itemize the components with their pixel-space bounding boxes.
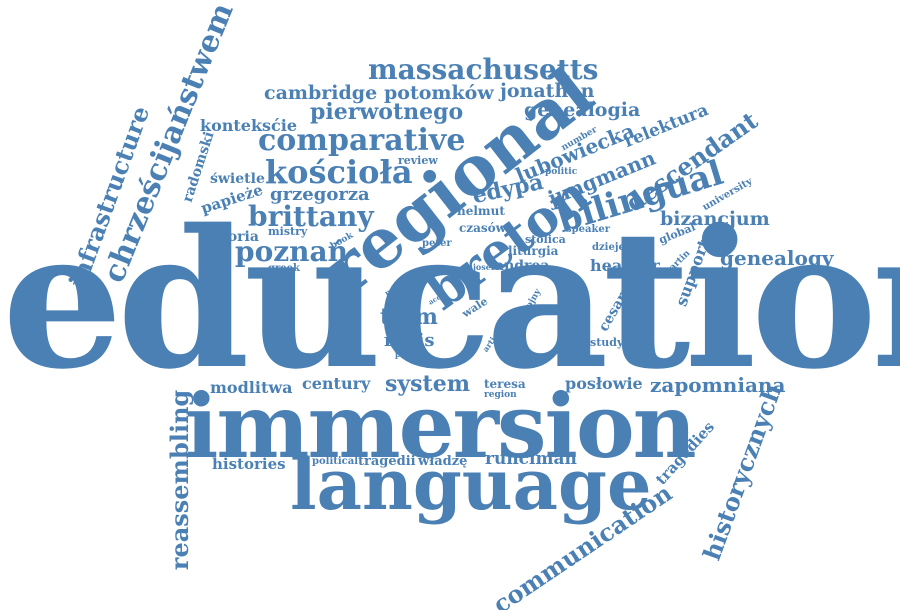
word-comparative: comparative xyxy=(258,123,466,158)
word-century: century xyxy=(302,374,371,393)
word-liturgia: liturgia xyxy=(508,244,559,258)
word-heather: heather xyxy=(590,256,660,275)
word-region: region xyxy=(484,390,517,400)
word-rebis: rebis xyxy=(384,330,435,351)
word-kontekscie: konteksćie xyxy=(200,116,298,135)
word-grzegorza: grzegorza xyxy=(270,184,370,205)
word-tragedii: tragedii xyxy=(358,454,416,469)
word-potomkow: potomków xyxy=(384,82,494,104)
word-teresa: teresa xyxy=(484,377,526,391)
word-mistry: mistry xyxy=(268,225,308,238)
word-review: review xyxy=(398,154,438,167)
word-stolica: stolica xyxy=(525,233,566,246)
word-immersion: immersion xyxy=(185,374,697,478)
word-genealogia: genealogia xyxy=(524,99,641,121)
word-reassembling: reassembling xyxy=(165,389,195,571)
word-dzieje: dzieje xyxy=(592,242,625,253)
word-language: language xyxy=(290,443,652,526)
word-poznan: poznań xyxy=(235,235,349,268)
word-bizancjum: bizancjum xyxy=(660,208,770,230)
word-poslowie: posłowie xyxy=(565,374,643,393)
word-modlitwa: modlitwa xyxy=(210,378,293,397)
word-swietle: świetle xyxy=(210,171,265,187)
word-speaker: speaker xyxy=(566,224,611,235)
word-andrea: andrea xyxy=(495,258,550,274)
word-tlum: tłum xyxy=(380,304,438,330)
word-paper: paper xyxy=(395,349,421,359)
word-open: open xyxy=(516,267,541,277)
word-helmut: helmut xyxy=(457,204,505,218)
word-runciman: runciman xyxy=(485,449,577,469)
word-pierwotnego: pierwotnego xyxy=(310,99,464,125)
word-koscioła: kościoła xyxy=(265,153,413,191)
word-politic: politic xyxy=(545,167,578,177)
word-josef: josef xyxy=(473,262,495,272)
word-zapomniana: zapomniana xyxy=(650,373,786,397)
word-wladze: władzę xyxy=(418,454,468,469)
word-genealogy: genealogy xyxy=(720,246,834,270)
word-political: political xyxy=(312,456,359,467)
word-study: study xyxy=(590,336,624,349)
word-jonathan: jonathan xyxy=(500,80,595,102)
word-peter: peter xyxy=(422,238,452,249)
word-system: system xyxy=(385,371,470,397)
word-historia: historia xyxy=(198,229,259,245)
word-massachusetts: massachusetts xyxy=(368,53,599,86)
word-greek: greek xyxy=(268,263,300,274)
word-histories: histories xyxy=(212,455,286,473)
word-cambridge: cambridge xyxy=(264,82,378,104)
word-brittany: brittany xyxy=(248,200,374,233)
word-education: education xyxy=(2,188,900,411)
word-czasow: czasów xyxy=(459,221,506,235)
